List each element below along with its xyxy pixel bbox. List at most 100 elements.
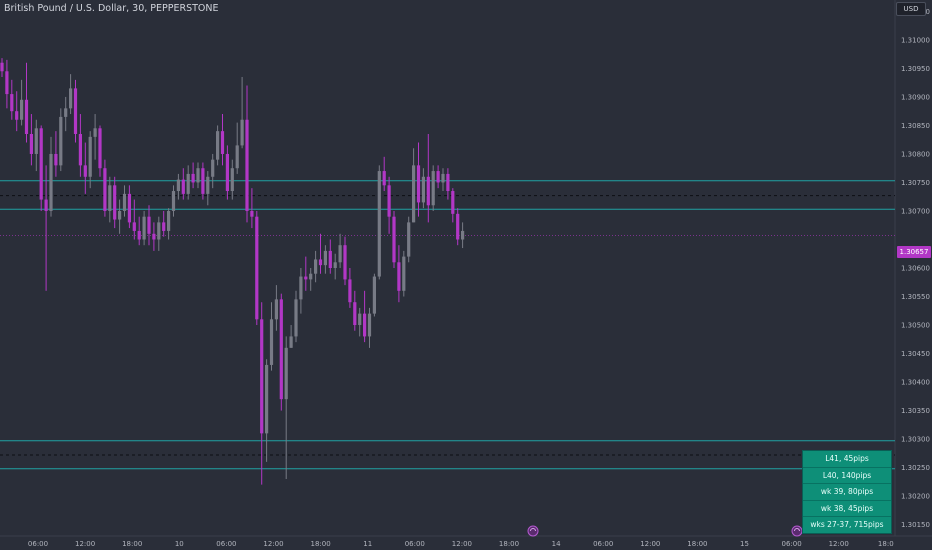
time-tick-label: 06:00: [216, 540, 236, 548]
candle-body: [343, 245, 347, 280]
candle-body: [191, 173, 195, 183]
time-tick-label: 18:00: [122, 540, 142, 548]
candle-body: [108, 185, 112, 211]
time-tick-label: 15: [740, 540, 749, 548]
candle-body: [220, 131, 225, 154]
candle-body: [294, 299, 298, 337]
candle-body: [39, 128, 43, 200]
price-tick-label: 1.30900: [901, 93, 930, 101]
candle-body: [73, 88, 78, 134]
candle-body: [265, 364, 269, 434]
time-tick-label: 12:00: [452, 540, 472, 548]
pips-row: wk 39, 80pips: [803, 483, 891, 500]
price-tick-label: 1.30800: [901, 150, 930, 158]
price-tick-label: 1.30250: [901, 464, 930, 472]
candle-body: [69, 88, 73, 109]
candle-body: [34, 128, 38, 154]
candle-body: [10, 94, 14, 112]
time-tick-label: 06:00: [593, 540, 613, 548]
candle-body: [64, 108, 68, 117]
candle-body: [314, 259, 318, 274]
last-price-tag: 1.30657: [897, 246, 931, 258]
candle-body: [323, 250, 327, 266]
candle-body: [348, 279, 352, 303]
candle-body: [225, 153, 229, 192]
candle-body: [358, 313, 362, 326]
candle-body: [387, 185, 391, 217]
candle-body: [318, 259, 323, 266]
candle-body: [328, 250, 332, 268]
candle-body: [5, 71, 9, 95]
price-tick-label: 1.30750: [901, 179, 930, 187]
candle-body: [382, 171, 386, 186]
price-tick-label: 1.30850: [901, 122, 930, 130]
candle-body: [377, 171, 381, 277]
candle-body: [441, 173, 445, 183]
candle-body: [127, 193, 131, 223]
candle-body: [118, 210, 122, 220]
candle-body: [412, 165, 416, 223]
candle-body: [103, 168, 107, 211]
chart-symbol-title: British Pound / U.S. Dollar, 30, PEPPERS…: [4, 3, 219, 14]
candle-body: [284, 347, 288, 400]
candle-body: [461, 230, 465, 240]
candle-body: [274, 299, 278, 320]
candle-body: [186, 173, 190, 194]
price-tick-label: 1.30700: [901, 207, 930, 215]
candle-body: [137, 230, 141, 240]
candle-body: [392, 216, 396, 263]
candle-body: [289, 336, 293, 348]
price-tick-label: 1.30300: [901, 436, 930, 444]
currency-button[interactable]: USD: [896, 2, 926, 16]
price-tick-label: 1.30150: [901, 521, 930, 529]
price-tick-label: 1.30550: [901, 293, 930, 301]
pips-row: wks 27-37, 715pips: [803, 516, 891, 533]
time-tick-label: 10: [175, 540, 184, 548]
candle-body: [402, 256, 406, 291]
time-tick-label: 12:00: [640, 540, 660, 548]
time-tick-label: 11: [363, 540, 372, 548]
candle-body: [59, 116, 63, 166]
pips-row: L41, 45pips: [803, 451, 891, 467]
candle-body: [162, 222, 166, 231]
candle-body: [167, 210, 171, 231]
time-tick-label: 18:00: [687, 540, 707, 548]
price-tick-label: 1.31000: [901, 36, 930, 44]
chart-event-badge[interactable]: [791, 525, 803, 537]
candle-body: [363, 313, 367, 337]
price-tick-label: 1.30400: [901, 379, 930, 387]
price-tick-label: 1.30350: [901, 407, 930, 415]
price-tick-label: 1.30950: [901, 65, 930, 73]
pips-summary-panel: L41, 45pips L40, 140pips wk 39, 80pips w…: [802, 450, 892, 534]
price-tick-label: 1.30600: [901, 265, 930, 273]
candle-body: [83, 165, 87, 177]
candle-body: [436, 171, 440, 183]
candle-body: [15, 111, 19, 120]
candle-body: [431, 171, 435, 206]
candle-body: [255, 216, 259, 320]
candle-body: [157, 222, 161, 240]
candle-body: [240, 119, 244, 146]
candle-body: [230, 168, 234, 192]
time-tick-label: 18:0: [878, 540, 894, 548]
candle-body: [309, 273, 313, 280]
candle-body: [122, 193, 127, 211]
candle-body: [333, 262, 337, 268]
candle-body: [456, 213, 460, 240]
time-tick-label: 18:00: [499, 540, 519, 548]
candle-body: [279, 299, 283, 400]
candle-body: [24, 99, 29, 134]
candle-body: [44, 199, 48, 211]
candle-body: [446, 173, 450, 192]
candle-body: [171, 191, 176, 211]
candle-body: [201, 168, 205, 194]
candle-body: [0, 62, 4, 72]
chart-event-badge[interactable]: [527, 525, 539, 537]
candle-body: [78, 134, 82, 166]
candle-body: [260, 319, 264, 434]
price-tick-label: 1.30450: [901, 350, 930, 358]
pips-row: wk 38, 45pips: [803, 499, 891, 517]
time-tick-label: 12:00: [829, 540, 849, 548]
candle-body: [49, 153, 53, 211]
